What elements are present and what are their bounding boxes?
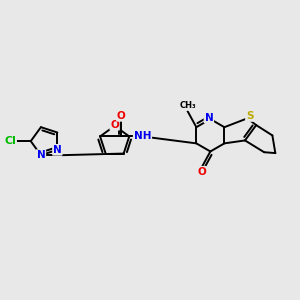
Text: N: N <box>37 150 45 160</box>
Text: CH₃: CH₃ <box>179 101 196 110</box>
Text: NH: NH <box>134 131 151 141</box>
Text: S: S <box>246 111 253 121</box>
Text: N: N <box>53 145 62 155</box>
Text: N: N <box>205 112 213 123</box>
Text: O: O <box>110 120 119 130</box>
Text: Cl: Cl <box>4 136 16 146</box>
Text: O: O <box>197 167 206 177</box>
Text: O: O <box>117 111 126 121</box>
